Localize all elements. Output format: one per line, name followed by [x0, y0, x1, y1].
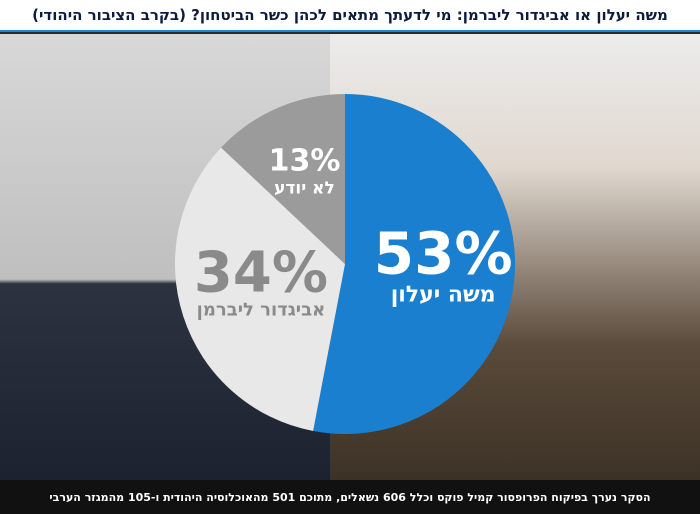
pie-slice — [175, 147, 345, 431]
footer-bar: הסקר נערך בפיקוח הפרופסור קמיל פוקס וכלל… — [0, 480, 700, 514]
chart-title: משה יעלון או אביגדור ליברמן: מי לדעתך מת… — [32, 6, 668, 24]
slice-name-label: משה יעלון — [391, 282, 496, 307]
slice-value-label: 53% — [374, 219, 513, 287]
slice-name-label: לא יודע — [274, 178, 335, 198]
pie-slice — [221, 94, 345, 264]
slice-value-label: 13% — [269, 143, 341, 178]
slice-name-label: אביגדור ליברמן — [197, 299, 326, 320]
slice-value-label: 34% — [194, 240, 328, 305]
pie-slice — [313, 94, 515, 434]
survey-note: הסקר נערך בפיקוח הפרופסור קמיל פוקס וכלל… — [49, 490, 651, 504]
header-bar: משה יעלון או אביגדור ליברמן: מי לדעתך מת… — [0, 0, 700, 32]
